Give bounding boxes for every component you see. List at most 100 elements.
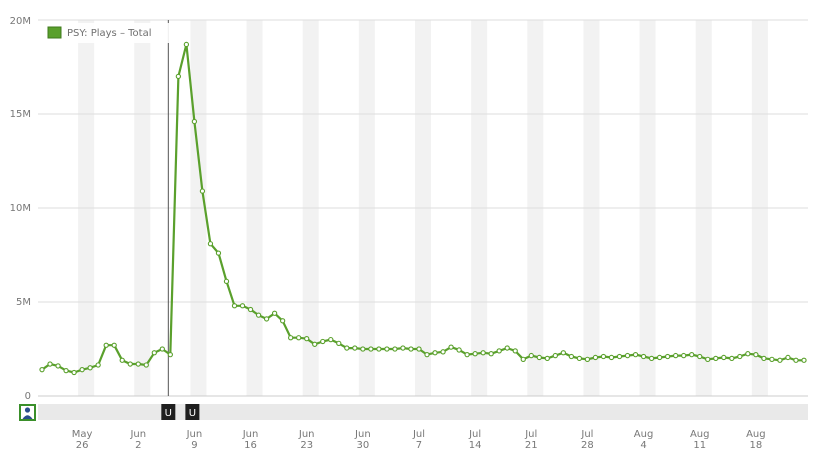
- data-point[interactable]: [673, 352, 679, 359]
- data-point[interactable]: [552, 352, 558, 359]
- data-point[interactable]: [255, 312, 262, 318]
- data-point[interactable]: [584, 356, 591, 362]
- data-point[interactable]: [472, 351, 478, 357]
- data-point[interactable]: [79, 367, 85, 373]
- data-point[interactable]: [496, 348, 502, 354]
- data-point[interactable]: [600, 353, 607, 360]
- data-point[interactable]: [777, 357, 783, 363]
- data-point[interactable]: [127, 361, 133, 367]
- data-point[interactable]: [400, 345, 406, 351]
- data-point[interactable]: [191, 118, 198, 125]
- data-point[interactable]: [632, 351, 639, 358]
- data-point[interactable]: [199, 188, 206, 194]
- data-point[interactable]: [328, 336, 334, 343]
- data-point[interactable]: [119, 357, 125, 363]
- data-point[interactable]: [143, 362, 149, 368]
- data-point[interactable]: [376, 346, 382, 352]
- data-point[interactable]: [729, 355, 735, 362]
- data-point[interactable]: [801, 357, 807, 363]
- data-point[interactable]: [263, 316, 270, 322]
- data-point[interactable]: [39, 367, 45, 373]
- data-point[interactable]: [689, 351, 695, 358]
- data-point[interactable]: [360, 346, 366, 352]
- data-point[interactable]: [785, 354, 791, 361]
- data-point[interactable]: [640, 353, 647, 360]
- data-point[interactable]: [656, 354, 663, 361]
- data-point[interactable]: [111, 342, 117, 348]
- data-point[interactable]: [175, 73, 182, 80]
- data-point[interactable]: [55, 363, 61, 369]
- data-point[interactable]: [448, 344, 454, 350]
- data-point[interactable]: [761, 355, 767, 362]
- event-marker[interactable]: [185, 404, 200, 420]
- data-point[interactable]: [279, 318, 286, 324]
- data-point[interactable]: [544, 355, 550, 362]
- data-point[interactable]: [288, 335, 294, 341]
- event-marker[interactable]: [161, 404, 176, 420]
- data-point[interactable]: [536, 354, 542, 361]
- data-point[interactable]: [416, 346, 422, 352]
- data-point[interactable]: [87, 365, 93, 371]
- data-point[interactable]: [705, 356, 711, 362]
- data-point[interactable]: [231, 303, 238, 309]
- data-point[interactable]: [151, 350, 157, 356]
- data-point[interactable]: [713, 355, 719, 362]
- data-point[interactable]: [697, 353, 703, 360]
- data-point[interactable]: [71, 369, 77, 376]
- data-point[interactable]: [576, 355, 583, 362]
- data-point[interactable]: [352, 345, 358, 351]
- data-point[interactable]: [103, 342, 109, 348]
- data-point[interactable]: [223, 278, 230, 284]
- data-point[interactable]: [504, 345, 510, 351]
- data-point[interactable]: [520, 356, 526, 362]
- data-point[interactable]: [560, 350, 567, 356]
- data-point[interactable]: [648, 355, 655, 362]
- data-point[interactable]: [63, 367, 69, 374]
- legend[interactable]: PSY: Plays – Total: [43, 23, 171, 43]
- data-point[interactable]: [239, 303, 246, 309]
- data-point[interactable]: [464, 351, 470, 358]
- data-point[interactable]: [384, 346, 390, 352]
- data-point[interactable]: [47, 361, 53, 367]
- data-point[interactable]: [616, 353, 623, 360]
- data-point[interactable]: [392, 346, 398, 352]
- data-point[interactable]: [456, 347, 462, 353]
- data-point[interactable]: [488, 351, 494, 357]
- data-point[interactable]: [624, 352, 631, 359]
- data-point[interactable]: [592, 354, 599, 361]
- data-point[interactable]: [745, 351, 751, 357]
- data-point[interactable]: [271, 310, 278, 316]
- data-point[interactable]: [769, 356, 775, 362]
- data-point[interactable]: [159, 346, 165, 352]
- data-point[interactable]: [312, 341, 318, 347]
- data-point[interactable]: [336, 340, 342, 347]
- data-point[interactable]: [215, 250, 222, 256]
- data-point[interactable]: [424, 351, 430, 358]
- data-point[interactable]: [608, 354, 615, 361]
- data-point[interactable]: [568, 353, 575, 360]
- data-point[interactable]: [304, 336, 310, 342]
- data-point[interactable]: [737, 353, 743, 360]
- data-point[interactable]: [753, 351, 759, 358]
- data-point[interactable]: [664, 353, 671, 360]
- data-point[interactable]: [183, 41, 190, 48]
- data-point[interactable]: [95, 362, 101, 368]
- data-point[interactable]: [793, 357, 799, 363]
- data-point[interactable]: [721, 354, 727, 361]
- data-point[interactable]: [344, 345, 350, 351]
- person-avatar-icon[interactable]: [19, 404, 36, 421]
- data-point[interactable]: [320, 338, 326, 345]
- data-point[interactable]: [368, 346, 374, 352]
- data-point[interactable]: [432, 350, 438, 356]
- data-point[interactable]: [296, 335, 302, 341]
- data-point[interactable]: [440, 349, 446, 355]
- data-point[interactable]: [247, 306, 254, 313]
- data-point[interactable]: [512, 348, 518, 354]
- data-point[interactable]: [167, 351, 173, 358]
- data-point[interactable]: [480, 350, 486, 356]
- data-point[interactable]: [528, 352, 534, 359]
- data-point[interactable]: [207, 241, 214, 247]
- data-point[interactable]: [135, 361, 141, 367]
- data-point[interactable]: [408, 346, 414, 352]
- data-point[interactable]: [681, 352, 687, 359]
